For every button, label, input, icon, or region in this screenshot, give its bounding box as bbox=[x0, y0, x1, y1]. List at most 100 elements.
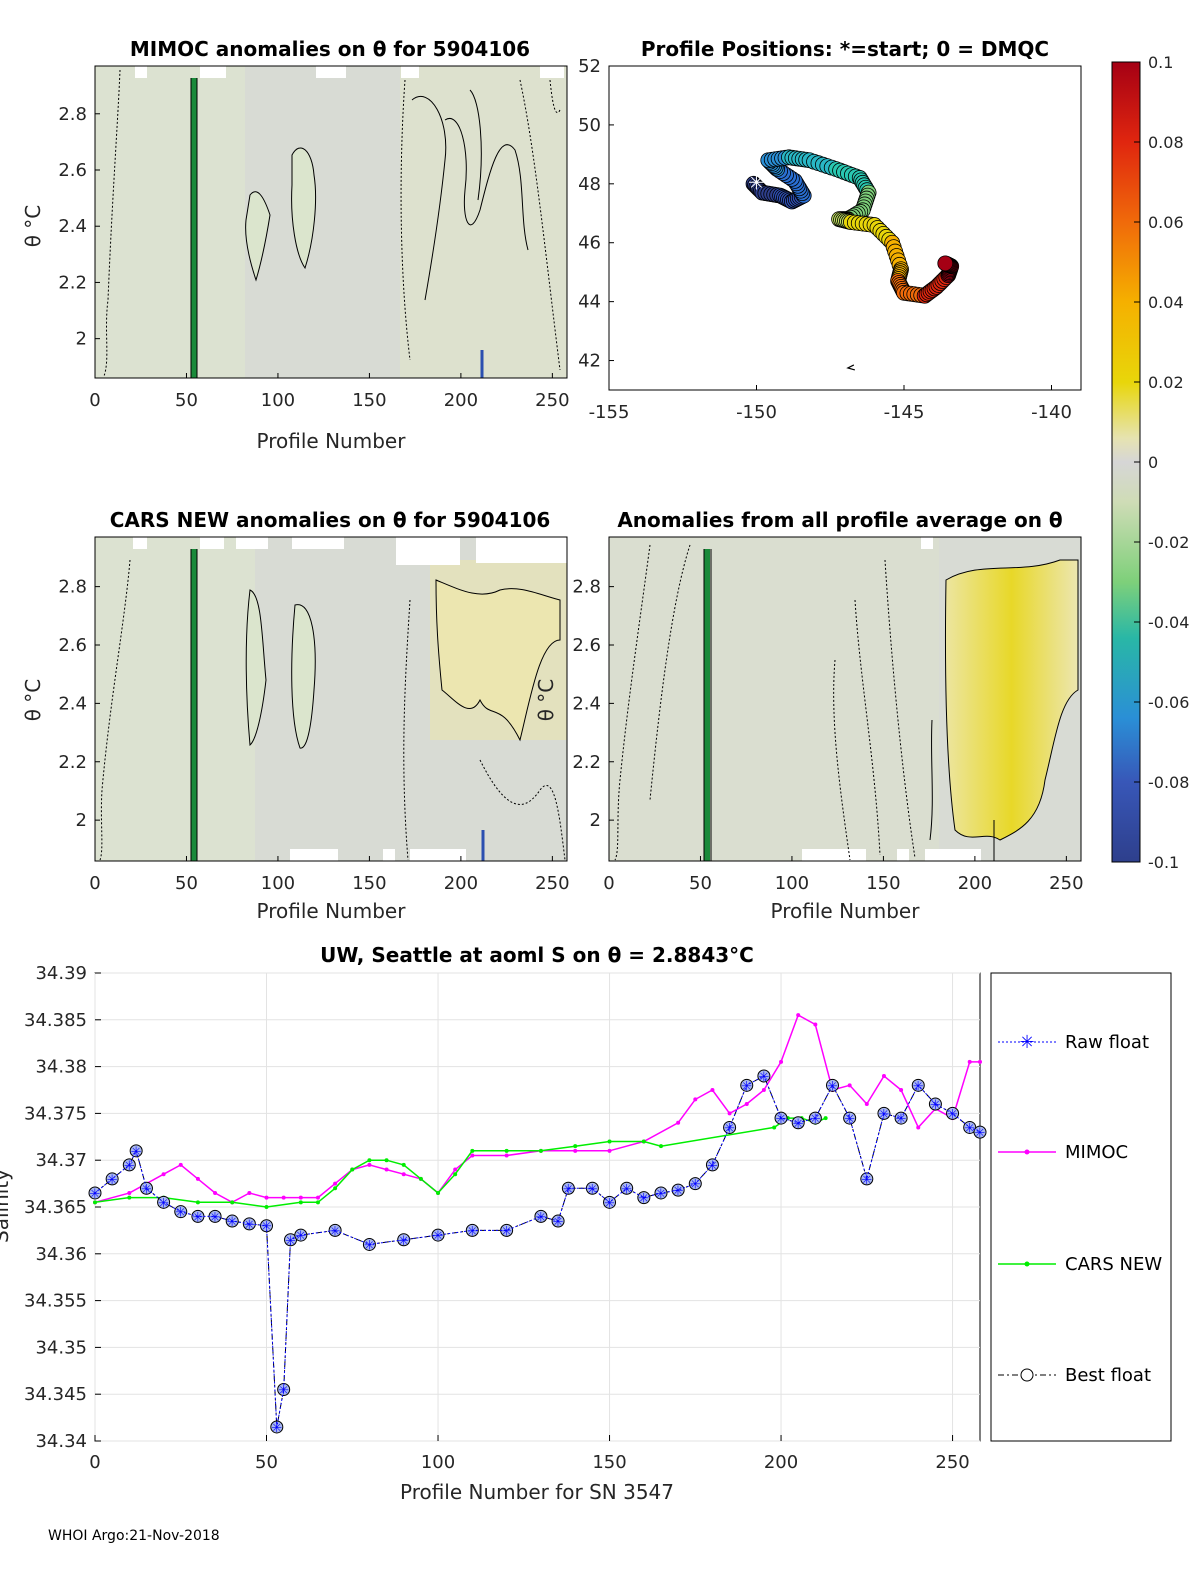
cars-point bbox=[333, 1186, 338, 1191]
mimoc-ytick-label: 2.8 bbox=[58, 104, 87, 125]
raw-float-point: ✳ bbox=[621, 1182, 632, 1197]
cars-point bbox=[401, 1162, 406, 1167]
mimoc-point bbox=[881, 1073, 886, 1078]
avg-ytick-label: 2 bbox=[590, 810, 601, 831]
raw-float-point: ✳ bbox=[587, 1182, 598, 1197]
colorbar-scale bbox=[1111, 61, 1141, 863]
mimoc-point bbox=[161, 1172, 166, 1177]
raw-float-point: ✳ bbox=[330, 1224, 341, 1239]
cars-point bbox=[641, 1139, 646, 1144]
avg-xtick-label: 100 bbox=[775, 873, 809, 894]
salinity-ytick-label: 34.38 bbox=[35, 1057, 87, 1078]
mimoc-point bbox=[779, 1059, 784, 1064]
salinity-ytick-label: 34.37 bbox=[35, 1150, 87, 1171]
salinity-ytick-label: 34.355 bbox=[24, 1291, 87, 1312]
salinity-ytick-label: 34.375 bbox=[24, 1103, 87, 1124]
mimoc-point bbox=[178, 1162, 183, 1167]
salinity-xtick-label: 0 bbox=[89, 1452, 100, 1473]
legend-box bbox=[990, 972, 1172, 1442]
salinity-xtick-label: 150 bbox=[592, 1452, 626, 1473]
pos-xtick-label: -145 bbox=[884, 402, 925, 423]
mimoc-point bbox=[864, 1102, 869, 1107]
mimoc-xtick-label: 50 bbox=[175, 390, 198, 411]
raw-float-point: ✳ bbox=[244, 1218, 255, 1233]
raw-float-point: ✳ bbox=[975, 1126, 986, 1141]
avg-ytick-label: 2.4 bbox=[572, 693, 601, 714]
salinity-ytick-label: 34.36 bbox=[35, 1244, 87, 1265]
raw-float-point: ✳ bbox=[261, 1220, 272, 1235]
legend-raw-label: Raw float bbox=[1065, 1032, 1149, 1053]
cars-point bbox=[367, 1158, 372, 1163]
raw-float-point: ✳ bbox=[210, 1210, 221, 1225]
colorbar-tick-label: 0.06 bbox=[1148, 213, 1184, 232]
best-float-point bbox=[774, 1111, 788, 1125]
best-float-point bbox=[928, 1097, 942, 1111]
raw-float-point: ✳ bbox=[724, 1121, 735, 1136]
raw-float-point: ✳ bbox=[673, 1184, 684, 1199]
mimoc-point bbox=[298, 1195, 303, 1200]
mimoc-point bbox=[264, 1195, 269, 1200]
colorbar-tick-label: -0.1 bbox=[1148, 853, 1179, 872]
pos-ytick-label: 50 bbox=[578, 115, 601, 136]
mimoc-point bbox=[710, 1088, 715, 1092]
salinity-xtick-label: 200 bbox=[764, 1452, 798, 1473]
raw-float-point: ✳ bbox=[90, 1187, 101, 1202]
footer-stamp: WHOI Argo:21-Nov-2018 bbox=[48, 1528, 220, 1544]
mimoc-point bbox=[727, 1111, 732, 1116]
mimoc-point bbox=[127, 1190, 132, 1195]
legend-best-label: Best float bbox=[1065, 1365, 1151, 1386]
best-float-point bbox=[826, 1078, 839, 1092]
best-float-point bbox=[671, 1183, 685, 1197]
legend-cars-label: CARS NEW bbox=[1065, 1254, 1162, 1275]
salinity-ytick-label: 34.385 bbox=[24, 1010, 87, 1031]
pos-ytick-label: 48 bbox=[578, 174, 601, 195]
best-float-point bbox=[637, 1191, 651, 1205]
raw-float-point: ✳ bbox=[844, 1112, 855, 1127]
cars-point bbox=[607, 1139, 612, 1144]
legend-cars-marker bbox=[1024, 1261, 1030, 1267]
raw-float-point: ✳ bbox=[604, 1196, 615, 1211]
legend-mimoc-marker bbox=[1024, 1149, 1030, 1155]
colorbar-tick-label: 0.02 bbox=[1148, 373, 1184, 392]
raw-float-point: ✳ bbox=[227, 1215, 238, 1230]
cars-point bbox=[195, 1200, 200, 1205]
mimoc-point bbox=[470, 1153, 475, 1158]
raw-float-point: ✳ bbox=[364, 1238, 375, 1253]
colorbar-tick-label: -0.02 bbox=[1148, 533, 1189, 552]
mimoc-point bbox=[195, 1176, 200, 1181]
avg-panel: 0 50 100 150 200 250 2 2.2 2.4 2.6 2.8 Anomalies f… bbox=[534, 508, 1084, 923]
mimoc-xtick-label: 200 bbox=[444, 390, 478, 411]
cars-point bbox=[127, 1195, 132, 1200]
mimoc-point bbox=[247, 1190, 252, 1195]
colorbar-tick-label: -0.04 bbox=[1148, 613, 1189, 632]
raw-float-point: ✳ bbox=[861, 1173, 872, 1188]
mimoc-ylabel: θ °C bbox=[21, 205, 45, 248]
best-float-point bbox=[620, 1181, 634, 1195]
mimoc-point bbox=[744, 1102, 749, 1107]
cars-point bbox=[93, 1200, 97, 1205]
raw-float-point: ✳ bbox=[793, 1117, 804, 1132]
best-float-point bbox=[328, 1223, 342, 1237]
mimoc-point bbox=[281, 1195, 286, 1200]
mimoc-point bbox=[847, 1083, 852, 1088]
legend-mimoc-label: MIMOC bbox=[1065, 1142, 1128, 1163]
cars-point bbox=[418, 1176, 423, 1181]
start-star-marker: ✳ bbox=[748, 170, 765, 194]
best-float-point bbox=[397, 1233, 411, 1247]
pos-ytick-label: 42 bbox=[578, 351, 601, 372]
mimoc-xlabel: Profile Number bbox=[257, 429, 407, 453]
pos-xtick-label: -140 bbox=[1031, 402, 1072, 423]
raw-float-point: ✳ bbox=[124, 1159, 135, 1174]
best-float-point bbox=[877, 1106, 891, 1120]
colorbar-tick-label: 0 bbox=[1148, 453, 1158, 472]
cars-line bbox=[94, 1117, 826, 1208]
raw-float-point: ✳ bbox=[271, 1421, 282, 1436]
mimoc-point bbox=[813, 1022, 818, 1027]
mimoc-point bbox=[573, 1148, 578, 1153]
salinity-ytick-label: 34.345 bbox=[24, 1384, 87, 1405]
profile-track: ✳ bbox=[745, 149, 960, 371]
best-float-point bbox=[791, 1116, 805, 1130]
salinity-ylabel: Salinity bbox=[0, 1169, 13, 1243]
colorbar-tick-label: 0.04 bbox=[1148, 293, 1184, 312]
